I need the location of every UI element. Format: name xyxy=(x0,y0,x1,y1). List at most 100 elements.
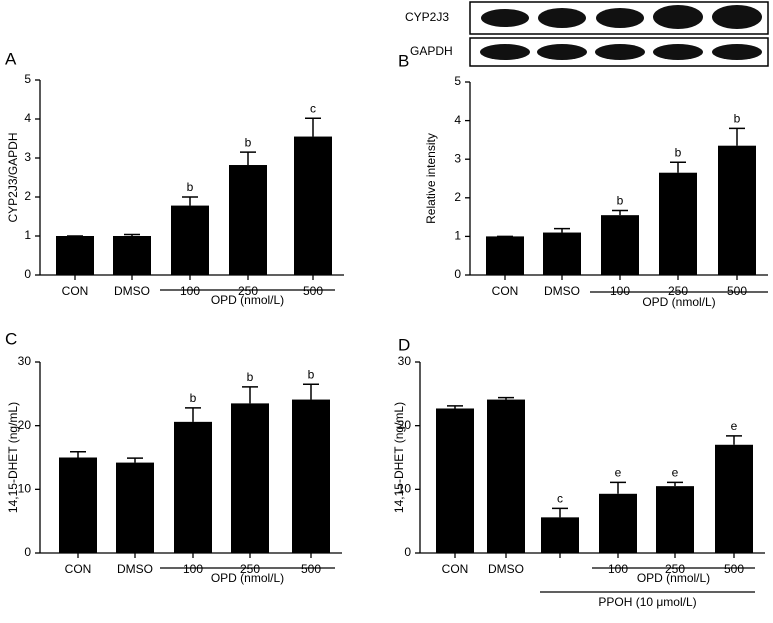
error-bar xyxy=(185,407,201,422)
bar xyxy=(487,399,525,553)
x-tick-label: 100 xyxy=(608,562,628,576)
y-axis-title: CYP2J3/GAPDH xyxy=(6,132,20,222)
bar xyxy=(541,517,579,553)
x-tick-label: 100 xyxy=(180,284,200,298)
x-tick-label: 500 xyxy=(301,562,321,576)
y-tick-label: 3 xyxy=(454,151,461,165)
blot-label: CYP2J3 xyxy=(405,10,449,24)
x-tick-label: 500 xyxy=(724,562,744,576)
x-tick-label: DMSO xyxy=(117,562,153,576)
x-tick-label: CON xyxy=(442,562,469,576)
blot-band xyxy=(537,44,587,60)
y-tick-label: 10 xyxy=(398,482,412,496)
blot-band xyxy=(596,8,644,28)
bar xyxy=(229,165,267,275)
y-tick-label: 30 xyxy=(398,354,412,368)
bar xyxy=(599,493,637,553)
bar xyxy=(231,403,269,553)
y-tick-label: 20 xyxy=(398,418,412,432)
error-bar xyxy=(124,233,140,236)
x-tick-label: CON xyxy=(62,284,89,298)
error-bar xyxy=(182,196,198,206)
error-bar xyxy=(447,405,463,409)
error-bar xyxy=(242,386,258,404)
y-tick-label: 4 xyxy=(24,111,31,125)
y-tick-label: 0 xyxy=(404,545,411,559)
western-blot: CYP2J3 GAPDH xyxy=(405,1,769,67)
significance-label: b xyxy=(187,180,194,194)
blot-band xyxy=(653,5,703,29)
error-bar xyxy=(670,161,686,173)
x-tick-label: CON xyxy=(492,284,519,298)
x-tick-label: 250 xyxy=(668,284,688,298)
bar xyxy=(56,236,94,275)
bar xyxy=(656,486,694,553)
group-label: OPD (nmol/L) xyxy=(637,571,710,585)
x-tick-label: 500 xyxy=(727,284,747,298)
bar xyxy=(601,215,639,275)
panel-1: B Relative intensity 0 1 2 3 4 5 CON DMSO 100 b 250 b… xyxy=(398,51,768,309)
x-tick-label: DMSO xyxy=(544,284,580,298)
error-bar xyxy=(610,481,626,494)
group-label: OPD (nmol/L) xyxy=(642,295,715,309)
panel-label: B xyxy=(398,51,409,70)
y-axis-title: 14,15-DHET (ng/mL) xyxy=(392,402,406,513)
y-axis-title: Relative intensity xyxy=(424,133,438,224)
blot-band xyxy=(712,5,762,29)
bar xyxy=(174,421,212,553)
bar xyxy=(718,145,756,275)
bar xyxy=(59,457,97,553)
significance-label: b xyxy=(245,135,252,149)
x-tick-label: DMSO xyxy=(114,284,150,298)
blot-band xyxy=(712,44,762,60)
y-tick-label: 1 xyxy=(24,228,31,242)
blot-band xyxy=(653,44,703,60)
panel-label: A xyxy=(5,49,17,68)
x-tick-label: 250 xyxy=(240,562,260,576)
blot-band xyxy=(595,44,645,60)
panel-2: C 14,15-DHET (ng/mL) 0 10 20 30 CON DMSO 100 b 250… xyxy=(5,329,342,585)
error-bar xyxy=(70,451,86,458)
error-bar xyxy=(305,117,321,137)
error-bar xyxy=(498,396,514,400)
panel-label: C xyxy=(5,329,17,348)
x-tick-label: 100 xyxy=(183,562,203,576)
y-tick-label: 5 xyxy=(24,72,31,86)
y-tick-label: 10 xyxy=(18,482,32,496)
significance-label: b xyxy=(675,145,682,159)
blot-band xyxy=(480,44,530,60)
y-tick-label: 2 xyxy=(454,190,461,204)
y-tick-label: 4 xyxy=(454,113,461,127)
error-bar xyxy=(127,457,143,463)
bar xyxy=(113,236,151,275)
significance-label: e xyxy=(615,466,622,480)
significance-label: b xyxy=(190,391,197,405)
bar xyxy=(171,205,209,275)
error-bar xyxy=(729,127,745,146)
group-label: OPD (nmol/L) xyxy=(211,293,284,307)
bar xyxy=(436,408,474,553)
significance-label: c xyxy=(310,101,316,115)
error-bar xyxy=(726,435,742,445)
x-tick-label: 250 xyxy=(665,562,685,576)
bar xyxy=(294,136,332,275)
y-tick-label: 1 xyxy=(454,229,461,243)
x-tick-label: 250 xyxy=(238,284,258,298)
y-tick-label: 2 xyxy=(24,189,31,203)
bar xyxy=(659,172,697,275)
error-bar xyxy=(303,383,319,400)
blot-band xyxy=(538,8,586,28)
y-tick-label: 0 xyxy=(24,267,31,281)
y-tick-label: 0 xyxy=(454,267,461,281)
error-bar xyxy=(552,507,568,518)
significance-label: c xyxy=(557,492,563,506)
significance-label: b xyxy=(247,370,254,384)
bar xyxy=(292,399,330,553)
bar xyxy=(543,232,581,275)
significance-label: e xyxy=(672,466,679,480)
x-tick-label: CON xyxy=(65,562,92,576)
y-tick-label: 20 xyxy=(18,418,32,432)
blot-band xyxy=(481,9,529,27)
error-bar xyxy=(240,151,256,166)
